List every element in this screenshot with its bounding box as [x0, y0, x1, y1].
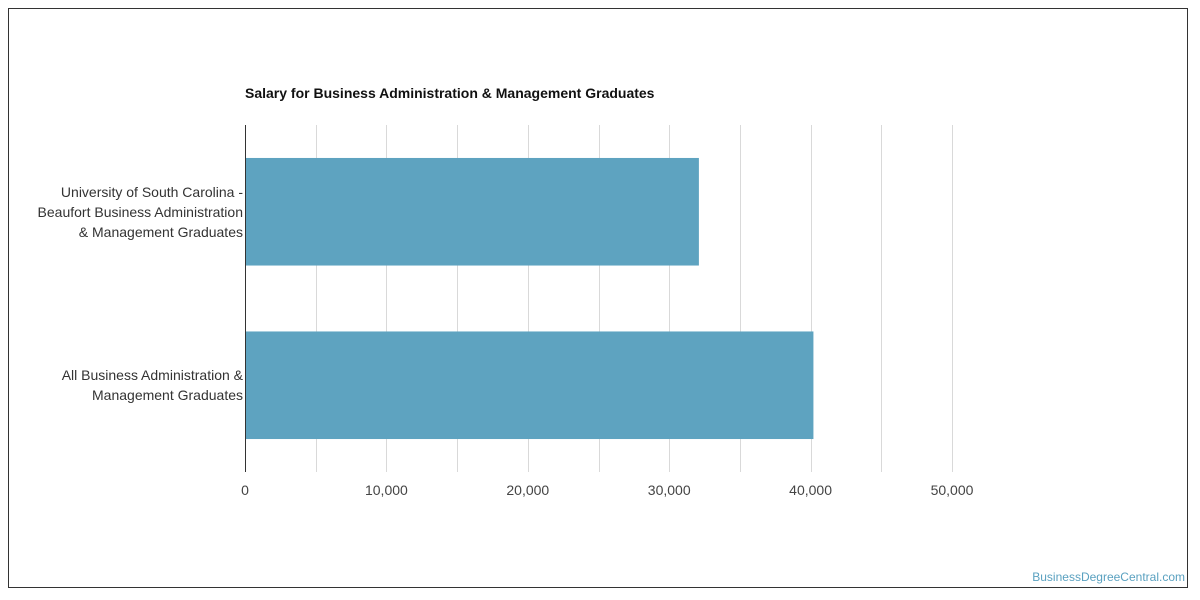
x-tick-label: 50,000: [931, 482, 974, 498]
category-label-line: Management Graduates: [92, 387, 243, 404]
site-credit[interactable]: BusinessDegreeCentral.com: [1032, 570, 1185, 584]
x-tick-label: 30,000: [648, 482, 691, 498]
category-label-line: & Management Graduates: [78, 223, 243, 240]
x-tick-label: 10,000: [365, 482, 408, 498]
category-label-line: University of South Carolina -: [60, 183, 243, 200]
chart-frame: [8, 8, 1188, 588]
bar: [245, 157, 699, 266]
category-label-line: Beaufort Business Administration: [37, 203, 243, 220]
x-tick-label: 20,000: [506, 482, 549, 498]
category-label: All Business Administration & Management …: [62, 365, 243, 405]
chart-title: Salary for Business Administration & Man…: [245, 85, 655, 101]
x-tick-label: 40,000: [789, 482, 832, 498]
category-label-line: All Business Administration &: [61, 367, 243, 384]
category-label: University of South Carolina - Beaufort B…: [38, 182, 243, 242]
x-tick-label: 0: [241, 482, 249, 498]
bar: [245, 331, 814, 440]
